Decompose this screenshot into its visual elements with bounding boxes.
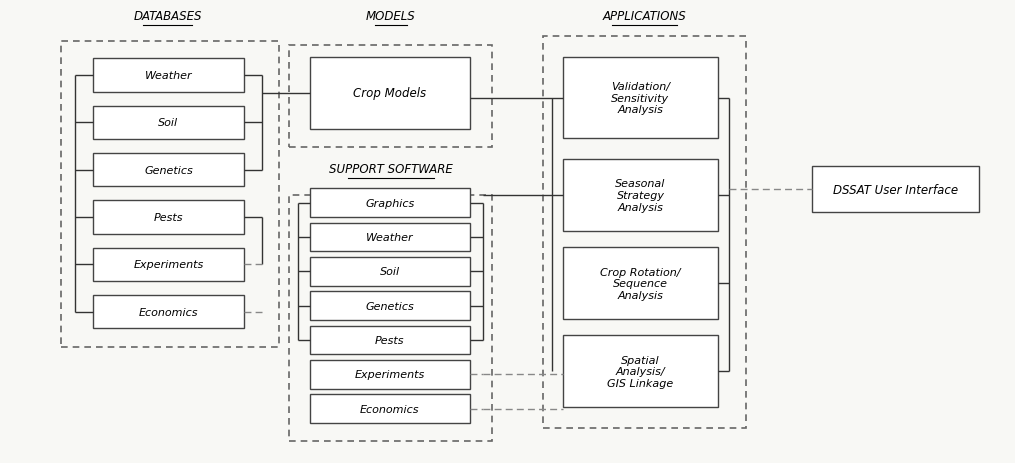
Text: Weather: Weather — [145, 71, 192, 81]
Text: Validation/
Sensitivity
Analysis: Validation/ Sensitivity Analysis — [611, 82, 670, 115]
Bar — [310, 257, 470, 286]
Bar — [93, 201, 244, 234]
Text: Spatial
Analysis/
GIS Linkage: Spatial Analysis/ GIS Linkage — [607, 355, 674, 388]
Bar — [93, 59, 244, 93]
Bar — [812, 167, 979, 213]
Text: MODELS: MODELS — [365, 10, 416, 23]
Text: Crop Models: Crop Models — [353, 87, 426, 100]
Text: Pests: Pests — [153, 213, 184, 223]
Text: DATABASES: DATABASES — [133, 10, 202, 23]
Text: Experiments: Experiments — [354, 369, 425, 380]
Text: Crop Rotation/
Sequence
Analysis: Crop Rotation/ Sequence Analysis — [600, 267, 681, 300]
Text: Genetics: Genetics — [365, 301, 414, 311]
Text: DSSAT User Interface: DSSAT User Interface — [833, 183, 958, 196]
Bar — [563, 248, 718, 319]
Text: APPLICATIONS: APPLICATIONS — [603, 10, 686, 23]
Text: Economics: Economics — [360, 404, 419, 414]
Bar — [93, 106, 244, 140]
Bar — [93, 154, 244, 187]
Bar — [310, 394, 470, 423]
Text: Weather: Weather — [366, 232, 413, 243]
Bar — [543, 37, 746, 428]
Bar — [563, 58, 718, 139]
Bar — [310, 58, 470, 130]
Bar — [93, 248, 244, 282]
Text: Economics: Economics — [139, 307, 198, 317]
Bar — [310, 292, 470, 320]
Bar — [289, 46, 492, 148]
Bar — [310, 223, 470, 252]
Bar — [310, 326, 470, 355]
Text: Seasonal
Strategy
Analysis: Seasonal Strategy Analysis — [615, 179, 666, 212]
Bar — [563, 160, 718, 232]
Text: Experiments: Experiments — [133, 260, 204, 270]
Bar — [93, 295, 244, 329]
Bar — [289, 195, 492, 441]
Bar — [310, 360, 470, 389]
Text: SUPPORT SOFTWARE: SUPPORT SOFTWARE — [329, 163, 453, 176]
Text: Genetics: Genetics — [144, 165, 193, 175]
Text: Soil: Soil — [158, 118, 179, 128]
Bar — [563, 336, 718, 407]
Text: Pests: Pests — [375, 335, 405, 345]
Text: Graphics: Graphics — [365, 198, 414, 208]
Bar — [310, 189, 470, 218]
Bar — [61, 42, 279, 347]
Text: Soil: Soil — [380, 267, 400, 277]
